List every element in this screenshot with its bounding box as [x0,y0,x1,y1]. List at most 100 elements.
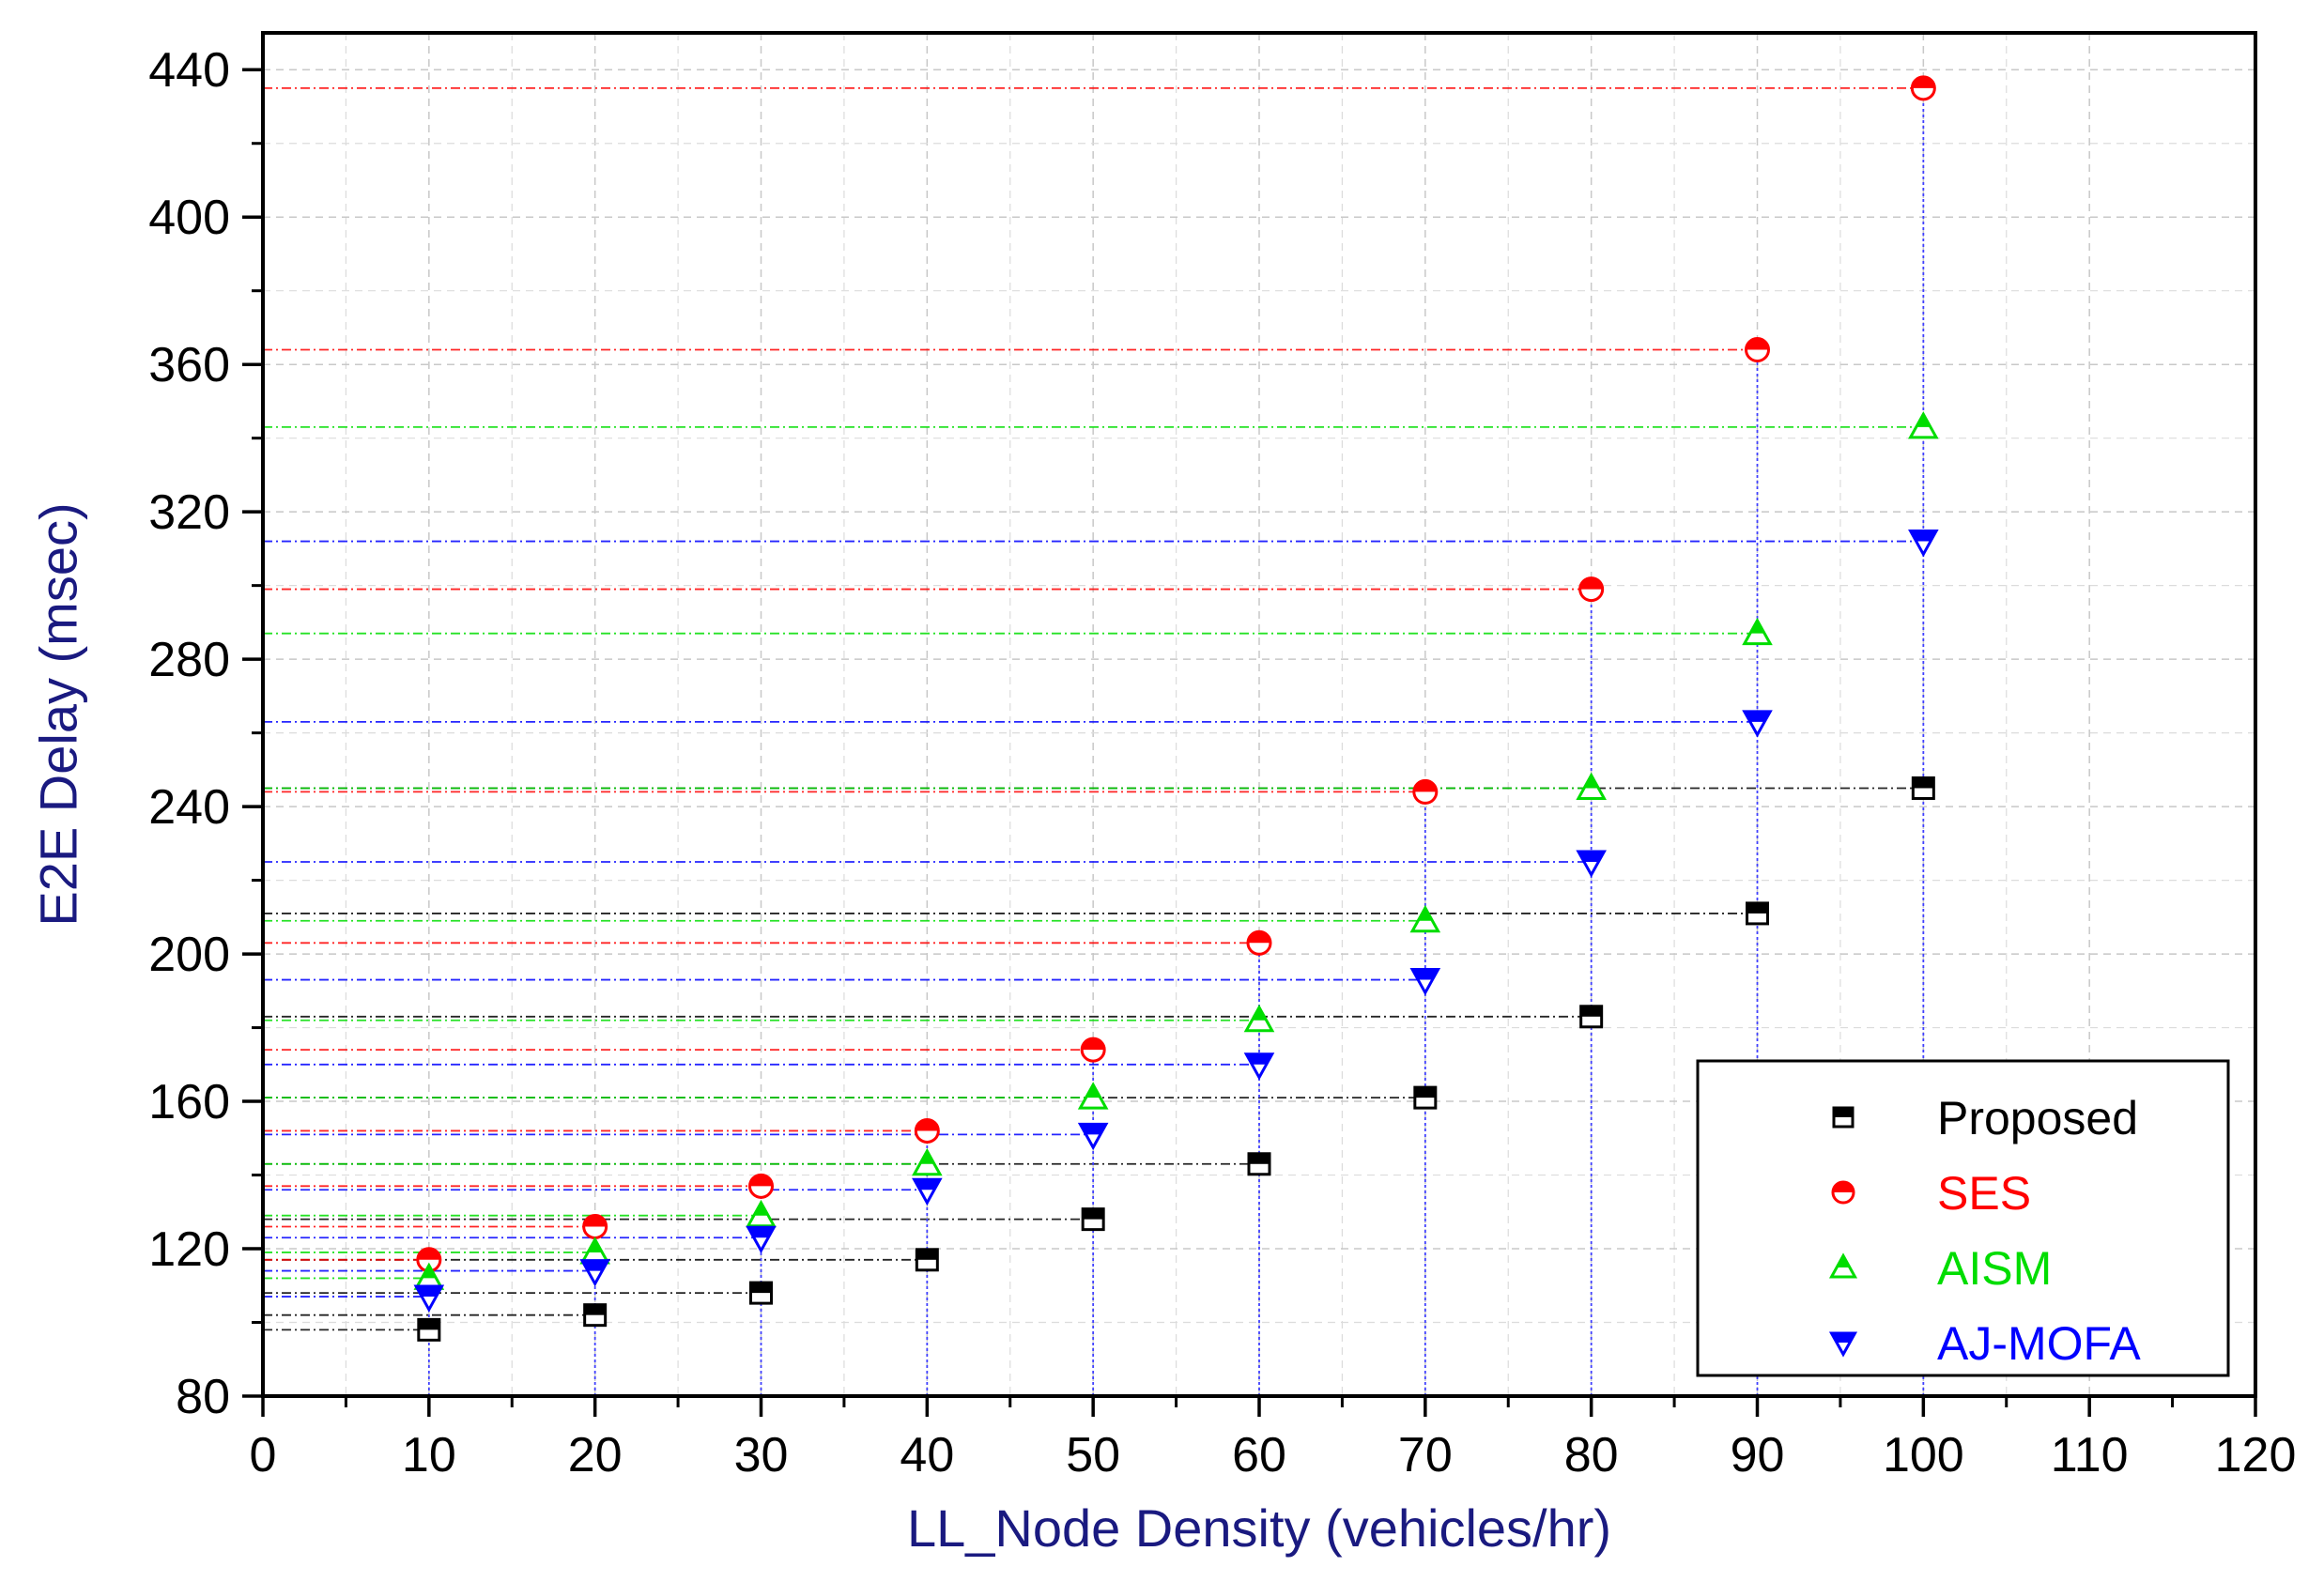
data-point-triangle-up [1828,1252,1858,1279]
marker-fill [749,1175,773,1187]
data-point-triangle-down [746,1225,777,1254]
marker-fill [1584,775,1599,789]
x-tick-label: 80 [1564,1428,1619,1482]
y-tick-label: 80 [176,1370,230,1424]
x-tick-label: 30 [734,1428,789,1482]
marker-fill [1418,908,1433,921]
data-point-triangle-down [579,1259,610,1287]
data-point-triangle-up [912,1147,943,1176]
data-point-triangle-up [1576,772,1607,800]
data-point-square [1081,1207,1105,1232]
x-tick-label: 90 [1731,1428,1785,1482]
marker-fill [1913,777,1934,789]
marker-fill [581,1260,608,1271]
data-point-circle [1831,1180,1855,1205]
marker-fill [588,1239,603,1252]
x-tick-label: 20 [568,1428,623,1482]
marker-fill [1747,902,1768,914]
data-point-triangle-up [746,1199,777,1228]
marker-fill [1831,1333,1855,1343]
axes: 0 10 20 30 40 50 60 70 80 90 100 110 120 80 120 160 200 2… [148,43,2296,1482]
legend: Proposed SES AISM AJ-MOFA [1696,1059,2230,1377]
marker-fill [1746,338,1769,350]
data-point-square [1413,1085,1438,1110]
data-point-square [417,1317,441,1342]
marker-fill [1085,1084,1100,1098]
marker-fill [422,1265,437,1279]
x-tick-label: 70 [1398,1428,1453,1482]
data-point-square [1911,776,1935,800]
marker-fill [1246,1053,1272,1065]
marker-fill [1916,414,1931,427]
data-point-circle [748,1173,774,1199]
legend-label: Proposed [1937,1092,2138,1144]
marker-fill [1912,76,1935,88]
marker-fill [1249,1153,1270,1164]
marker-fill [1578,851,1605,862]
x-tick-label: 50 [1066,1428,1120,1482]
data-point-triangle-down [1243,1052,1275,1081]
legend-label: SES [1937,1167,2031,1220]
data-point-circle [1910,75,1936,101]
data-point-circle [416,1247,442,1273]
x-tick-label: 100 [1883,1428,1964,1482]
legend-label: AJ-MOFA [1937,1317,2141,1370]
marker-fill [916,1119,939,1131]
marker-fill [1082,1038,1105,1051]
marker-fill [1580,1006,1602,1017]
y-tick-label: 240 [148,780,230,835]
marker-fill [1910,530,1937,542]
data-point-circle [1080,1037,1106,1063]
marker-fill [753,1202,769,1216]
marker-fill [417,1248,440,1260]
marker-fill [1834,1108,1853,1117]
marker-fill [1080,1124,1106,1135]
data-point-triangle-down [912,1177,943,1206]
marker-fill [1412,969,1439,980]
data-point-circle [1246,929,1272,956]
marker-fill [1749,620,1765,634]
data-point-square [915,1248,939,1272]
marker-fill [1833,1182,1854,1192]
marker-fill [919,1151,934,1164]
y-tick-label: 400 [148,191,230,245]
y-tick-label: 160 [148,1075,230,1129]
data-point-triangle-up [1742,617,1773,646]
data-point-square [1746,901,1769,926]
x-tick-label: 120 [2215,1428,2297,1482]
marker-fill [1248,931,1270,944]
y-tick-label: 280 [148,633,230,687]
marker-fill [1837,1255,1850,1267]
data-point-triangle-up [1409,904,1441,933]
data-point-circle [914,1117,940,1144]
data-point-square [749,1281,773,1305]
marker-fill [747,1227,775,1238]
data-point-triangle-down [1742,710,1773,738]
data-point-triangle-down [1077,1122,1109,1151]
data-point-triangle-up [1077,1082,1109,1110]
x-tick-label: 10 [402,1428,456,1482]
x-tick-label: 0 [250,1428,277,1482]
marker-fill [584,1304,606,1315]
data-points [413,75,1939,1342]
marker-fill [1414,1087,1436,1098]
data-point-triangle-down [1908,530,1939,558]
marker-fill [750,1282,772,1294]
marker-fill [916,1249,938,1260]
marker-fill [583,1215,607,1227]
data-point-square [1579,1005,1604,1029]
data-point-triangle-up [1243,1004,1275,1033]
data-point-triangle-down [1576,850,1607,878]
y-tick-label: 200 [148,928,230,982]
data-point-circle [1745,336,1770,362]
data-point-triangle-down [1409,968,1441,996]
x-tick-label: 40 [900,1428,954,1482]
data-point-triangle-down [1828,1331,1858,1358]
data-point-circle [582,1213,608,1239]
marker-fill [416,1286,442,1298]
y-tick-label: 440 [148,43,230,98]
y-axis-title: E2E Delay (msec) [29,502,88,926]
marker-fill [1083,1208,1104,1220]
x-tick-label: 60 [1232,1428,1286,1482]
